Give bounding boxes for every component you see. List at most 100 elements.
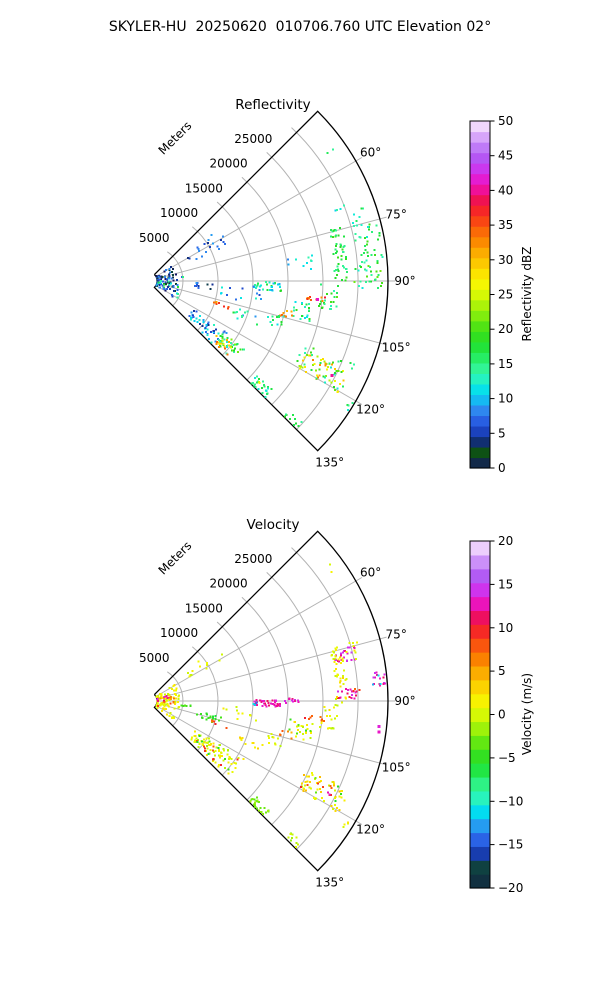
echo-pixel	[170, 277, 173, 280]
colorbar-step	[470, 289, 490, 301]
echo-pixel	[156, 698, 159, 701]
echo-pixel	[339, 662, 342, 665]
figure-title: SKYLER-HU 20250620 010706.760 UTC Elevat…	[108, 19, 492, 35]
echo-pixel	[303, 717, 306, 720]
echo-pixel	[158, 278, 161, 281]
echo-pixel	[333, 228, 336, 231]
reflectivity-range-tick-labels: 5000 10000 15000 20000 25000	[139, 132, 272, 245]
echo-pixel	[167, 705, 170, 708]
echo-pixel	[252, 803, 255, 806]
echo-pixel	[263, 807, 266, 810]
colorbar-step	[470, 163, 490, 175]
echo-pixel	[278, 705, 281, 708]
echo-pixel	[332, 784, 335, 787]
echo-pixel	[162, 707, 165, 710]
echo-pixel	[281, 729, 284, 732]
echo-pixel	[332, 229, 335, 232]
echo-pixel	[180, 704, 183, 707]
echo-pixel	[304, 366, 306, 368]
echo-pixel	[383, 682, 386, 685]
colorbar-step	[470, 832, 490, 847]
echo-pixel	[367, 264, 370, 267]
echo-pixel	[336, 296, 339, 299]
echo-pixel	[218, 248, 221, 251]
echo-pixel	[165, 268, 168, 271]
echo-pixel	[324, 296, 326, 299]
echo-pixel	[285, 701, 287, 704]
echo-pixel	[348, 646, 351, 649]
echo-pixel	[358, 285, 361, 288]
echo-pixel	[333, 660, 336, 663]
echo-pixel	[226, 338, 228, 341]
echo-pixel	[279, 744, 282, 747]
echo-pixel	[232, 351, 235, 353]
echo-pixel	[354, 691, 357, 694]
range-tick-label: 15000	[185, 601, 223, 615]
echo-pixel	[346, 652, 349, 655]
echo-pixel	[357, 269, 360, 272]
echo-pixel	[198, 315, 201, 317]
range-tick-label: 5000	[139, 651, 170, 665]
echo-pixel	[324, 381, 327, 384]
echo-pixel	[219, 754, 222, 757]
echo-pixel	[217, 341, 220, 344]
echo-pixel	[284, 415, 287, 418]
echo-pixel	[218, 343, 221, 346]
echo-pixel	[334, 810, 337, 813]
echo-pixel	[162, 287, 165, 290]
echo-pixel	[167, 286, 170, 289]
echo-pixel	[211, 283, 214, 286]
echo-pixel	[254, 703, 256, 706]
echo-pixel	[219, 345, 222, 348]
echo-pixel	[235, 706, 238, 708]
echo-pixel	[164, 707, 167, 710]
echo-pixel	[193, 739, 196, 742]
echo-pixel	[319, 362, 322, 365]
sector-outline	[153, 110, 389, 452]
echo-pixel	[297, 425, 300, 427]
echo-pixel	[208, 744, 211, 747]
echo-pixel	[299, 365, 302, 368]
colorbar-step	[470, 383, 490, 395]
echo-pixel	[239, 736, 242, 739]
echo-pixel	[343, 204, 346, 207]
echo-pixel	[244, 743, 247, 746]
range-tick-label: 10000	[160, 206, 198, 220]
echo-pixel	[228, 340, 231, 343]
echo-pixel	[206, 328, 209, 331]
colorbar-step	[470, 352, 490, 364]
echo-pixel	[168, 268, 171, 271]
colorbar-step	[470, 268, 490, 280]
echo-pixel	[338, 697, 341, 700]
echo-pixel	[168, 696, 171, 699]
echo-pixel	[335, 244, 337, 247]
echo-pixel	[235, 762, 238, 765]
echo-pixel	[223, 749, 225, 752]
reflectivity-grid	[155, 127, 395, 430]
echo-pixel	[206, 741, 209, 744]
echo-pixel	[325, 375, 328, 378]
echo-pixel	[201, 325, 204, 328]
echo-pixel	[312, 359, 314, 362]
echo-pixel	[213, 750, 215, 753]
echo-pixel	[368, 223, 371, 226]
echo-pixel	[211, 720, 214, 722]
echo-pixel	[210, 234, 213, 237]
echo-pixel	[164, 278, 167, 281]
echo-pixel	[256, 704, 258, 707]
echo-pixel	[341, 651, 344, 654]
echo-pixel	[344, 257, 347, 260]
echo-pixel	[330, 381, 333, 384]
echo-pixel	[271, 699, 274, 702]
echo-pixel	[219, 751, 222, 754]
echo-pixel	[375, 270, 378, 273]
echo-pixel	[366, 240, 369, 243]
echo-pixel	[205, 667, 208, 670]
echo-pixel	[254, 386, 257, 389]
echo-pixel	[335, 370, 338, 372]
echo-pixel	[351, 367, 354, 370]
echo-pixel	[195, 258, 198, 261]
echo-pixel	[209, 287, 212, 290]
echo-pixel	[294, 418, 297, 420]
echo-pixel	[156, 704, 159, 707]
